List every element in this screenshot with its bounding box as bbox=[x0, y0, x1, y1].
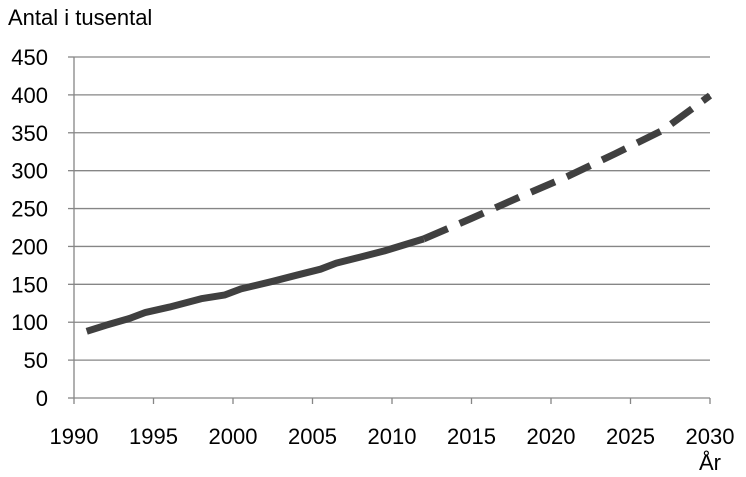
y-tick-label: 150 bbox=[11, 272, 48, 297]
x-axis-label: År bbox=[699, 450, 721, 475]
axes bbox=[73, 57, 710, 399]
x-tick-label: 2010 bbox=[368, 424, 417, 449]
y-axis-label: Antal i tusental bbox=[8, 5, 153, 30]
y-tick-label: 200 bbox=[11, 234, 48, 259]
y-tick-label: 50 bbox=[24, 348, 48, 373]
series-line-solid bbox=[85, 235, 425, 335]
y-tick-label: 300 bbox=[11, 159, 48, 184]
x-tick-label: 2000 bbox=[209, 424, 258, 449]
x-axis-ticks: 1990 1995 2000 2005 2010 2015 2020 2025 2030 bbox=[50, 398, 735, 449]
x-tick-label: 2030 bbox=[686, 424, 735, 449]
x-tick-label: 2005 bbox=[288, 424, 337, 449]
y-tick-label: 400 bbox=[11, 83, 48, 108]
y-tick-label: 350 bbox=[11, 121, 48, 146]
y-tick-label: 450 bbox=[11, 45, 48, 70]
y-tick-label: 250 bbox=[11, 197, 48, 222]
x-tick-label: 2020 bbox=[527, 424, 576, 449]
y-axis-ticks: 0 50 100 150 200 250 300 350 400 450 bbox=[11, 45, 74, 411]
series-line-dashed bbox=[422, 92, 713, 243]
y-tick-label: 100 bbox=[11, 310, 48, 335]
series-lines bbox=[85, 92, 713, 335]
x-tick-label: 2015 bbox=[447, 424, 496, 449]
y-tick-label: 0 bbox=[36, 386, 48, 411]
gridlines bbox=[74, 56, 710, 361]
x-tick-label: 2025 bbox=[606, 424, 655, 449]
x-tick-label: 1995 bbox=[129, 424, 178, 449]
x-tick-label: 1990 bbox=[50, 424, 99, 449]
